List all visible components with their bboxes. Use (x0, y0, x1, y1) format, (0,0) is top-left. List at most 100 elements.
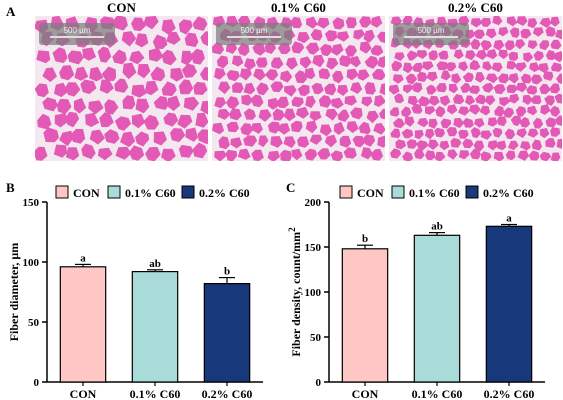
muscle-fiber (152, 34, 168, 49)
muscle-fiber (339, 135, 352, 148)
muscle-fiber (358, 121, 371, 135)
muscle-fiber (324, 83, 337, 96)
muscle-fiber (255, 57, 268, 68)
muscle-fiber (428, 50, 438, 61)
muscle-fiber (453, 49, 464, 60)
panel-label: C (286, 180, 295, 195)
muscle-fiber (390, 148, 402, 159)
muscle-fiber (346, 121, 359, 134)
muscle-fiber (498, 27, 509, 37)
muscle-fiber (530, 74, 543, 85)
muscle-fiber (346, 68, 359, 81)
muscle-fiber (191, 48, 205, 65)
muscle-fiber (283, 108, 296, 122)
muscle-fiber (89, 129, 105, 145)
muscle-fiber (414, 129, 424, 140)
muscle-fiber (309, 111, 322, 122)
muscle-fiber (435, 151, 446, 161)
muscle-fiber (436, 83, 447, 93)
muscle-fiber (256, 82, 269, 96)
muscle-fiber (545, 50, 556, 61)
muscle-fiber (426, 71, 438, 82)
muscle-fiber (317, 148, 331, 160)
muscle-fiber (35, 146, 48, 161)
muscle-fiber (43, 127, 59, 143)
muscle-fiber (243, 82, 256, 95)
muscle-fiber (197, 129, 208, 145)
muscle-fiber (54, 113, 69, 128)
muscle-fiber (527, 105, 538, 116)
muscle-fiber (448, 83, 459, 94)
fiber-diameter-chart: B CON 0.1% C60 0.2% C60 0 50 100 150 Fiber diame… (6, 180, 263, 400)
muscle-fiber (161, 81, 177, 96)
muscle-fiber (515, 62, 527, 72)
muscle-fiber (291, 41, 305, 54)
muscle-fiber (468, 104, 481, 115)
muscle-fiber (440, 118, 452, 129)
muscle-fiber (391, 60, 403, 72)
y-tick-label: 200 (305, 197, 322, 209)
muscle-fiber (377, 56, 385, 68)
muscle-fiber (470, 18, 483, 28)
micrograph-con: 500 µm (35, 16, 208, 161)
y-tick-label: 100 (305, 287, 322, 299)
muscle-fiber (505, 150, 516, 161)
muscle-fiber (345, 45, 357, 57)
muscle-fiber (272, 108, 285, 121)
muscle-fiber (493, 84, 506, 95)
muscle-fiber (405, 73, 418, 85)
muscle-fiber (458, 61, 469, 72)
fiber-density-chart: C CON 0.1% C60 0.2% C60 0 50 100 150 200 Fiber de… (286, 180, 545, 400)
muscle-fiber (297, 136, 310, 148)
y-axis-label: Fiber diameter, µm (7, 243, 21, 342)
muscle-fiber (389, 84, 400, 95)
muscle-fiber (515, 106, 527, 117)
muscle-fiber (258, 109, 272, 122)
muscle-fiber (480, 130, 493, 140)
legend-swatch (55, 185, 69, 199)
muscle-fiber (53, 144, 68, 158)
muscle-fiber (473, 29, 485, 39)
muscle-fiber (264, 42, 276, 54)
muscle-fiber (414, 148, 425, 160)
muscle-fiber (425, 150, 436, 161)
muscle-fiber (167, 95, 181, 111)
muscle-fiber (112, 16, 128, 31)
muscle-fiber (363, 29, 375, 43)
muscle-fiber (52, 47, 68, 63)
muscle-fiber (458, 129, 469, 139)
muscle-fiber (291, 96, 304, 108)
muscle-fiber (555, 115, 562, 126)
muscle-fiber (324, 30, 337, 42)
muscle-fiber (243, 135, 258, 147)
muscle-fiber (506, 16, 518, 27)
muscle-fiber (251, 149, 264, 161)
muscle-fiber (554, 93, 562, 104)
muscle-fiber (539, 151, 552, 161)
muscle-fiber (70, 128, 86, 144)
muscle-fiber (371, 68, 385, 81)
muscle-fiber (184, 32, 199, 48)
muscle-fiber (277, 96, 289, 109)
muscle-fiber (475, 72, 485, 83)
muscle-fiber (153, 131, 167, 146)
muscle-fiber (252, 43, 266, 56)
muscle-fiber (231, 55, 244, 67)
legend: CON 0.1% C60 0.2% C60 (55, 185, 250, 200)
muscle-fiber (192, 16, 208, 31)
muscle-fiber (305, 95, 316, 109)
muscle-fiber (128, 145, 145, 161)
muscle-fiber (555, 29, 562, 40)
muscle-fiber (326, 57, 339, 70)
muscle-fiber (333, 121, 345, 135)
muscle-fiber (482, 61, 493, 71)
muscle-fiber (226, 70, 240, 82)
muscle-fiber (318, 68, 331, 80)
muscle-fiber (362, 134, 376, 147)
muscle-fiber (177, 114, 193, 129)
muscle-fiber (131, 84, 147, 98)
muscle-fiber (498, 49, 508, 60)
muscle-fiber (297, 84, 310, 97)
muscle-fiber (515, 39, 526, 50)
muscle-fiber (411, 82, 423, 93)
